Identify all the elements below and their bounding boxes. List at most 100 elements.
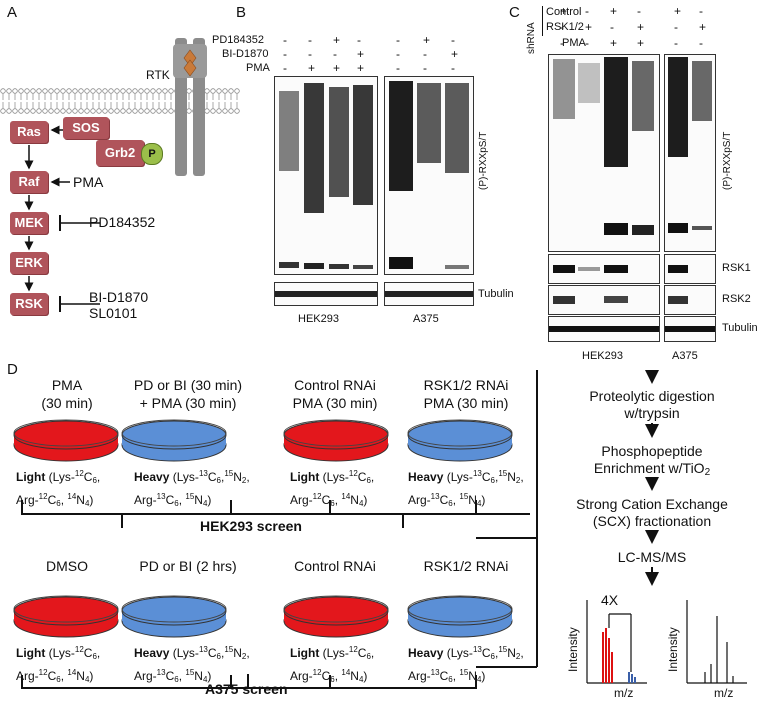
c-hek-rsk1-bands <box>553 265 628 273</box>
mek-node: MEK <box>10 212 48 234</box>
b-hek-label: HEK293 <box>298 313 339 325</box>
step-digestion: Proteolytic digestion w/trypsin <box>570 388 734 422</box>
c-a375-sign-r0-c0: + <box>674 4 682 18</box>
c-a375-sign-r1-c0: - <box>674 20 678 34</box>
d-bot-dish-4 <box>407 595 513 638</box>
d-top-title-1: PMA (30 min) <box>22 376 112 412</box>
c-hek-label: HEK293 <box>582 350 623 362</box>
d-top-label-3-tag: Light <box>290 470 320 484</box>
d-bot-title-4: RSK1/2 RNAi <box>423 558 509 574</box>
b-a375-sign-r1-c1: - <box>423 47 427 61</box>
b-a375-sign-r0-c0: - <box>396 33 400 47</box>
d-top-label-4: Heavy (Lys-13C6,15N2, Arg-13C6, 15N4) <box>408 469 524 508</box>
c-hek-sign-r2-c1: - <box>585 36 589 50</box>
d-top-label-2: Heavy (Lys-13C6,15N2, Arg-13C6, 15N4) <box>134 469 250 508</box>
sl0101-label: SL0101 <box>89 305 138 321</box>
step-scx: Strong Cation Exchange (SCX) fractionati… <box>558 496 746 530</box>
step-digestion-b: w/trypsin <box>624 405 680 421</box>
rsk-node: RSK <box>10 293 48 315</box>
erk-node: ERK <box>10 252 48 274</box>
panel-a-label: A <box>7 4 18 21</box>
b-row-bi: BI-D1870 <box>222 48 269 60</box>
pd184352-label: PD184352 <box>89 214 156 230</box>
d-top-title-3: Control RNAi PMA (30 min) <box>280 376 390 412</box>
d-top-title-4-b: PMA (30 min) <box>423 395 509 411</box>
d-bot-label-3: Light (Lys-12C6, Arg-12C6, 14N4) <box>290 645 375 684</box>
d-top-label-1-tag: Light <box>16 470 46 484</box>
c-hek-sign-r1-c3: + <box>637 20 645 34</box>
ms-ylabel-2: Intensity <box>666 627 680 672</box>
c-a375-rsk1-bands <box>668 265 688 273</box>
c-hek-tubulin <box>548 316 660 342</box>
b-hek-sign-r2-c0: - <box>283 61 287 75</box>
b-row-pma: PMA <box>246 62 270 74</box>
d-bot-title-2: PD or BI (2 hrs) <box>139 558 237 574</box>
c-hek-rsk1 <box>548 254 660 284</box>
step-enrichment-a: Phosphopeptide <box>601 443 703 459</box>
pma-label: PMA <box>73 174 104 190</box>
d-bot-label-4: Heavy (Lys-13C6,15N2, Arg-13C6, 15N4) <box>408 645 524 684</box>
b-hek-pblot <box>274 76 378 275</box>
ras-node: Ras <box>10 121 48 143</box>
d-top-title-1-b: (30 min) <box>41 395 93 411</box>
c-a375-rsk2 <box>664 285 716 315</box>
c-a375-tubulin <box>664 316 716 342</box>
d-bot-label-2: Heavy (Lys-13C6,15N2, Arg-13C6, 15N4) <box>134 645 250 684</box>
c-shrna-bracket <box>542 6 543 36</box>
c-row-rsk: RSK1/2 <box>546 21 584 33</box>
c-a375-sign-r2-c0: - <box>674 36 678 50</box>
b-a375-sign-r0-c2: - <box>451 33 455 47</box>
b-a375-sign-r0-c1: + <box>423 33 431 47</box>
b-a375-sign-r2-c2: - <box>451 61 455 75</box>
d-top-dish-4 <box>407 419 513 462</box>
c-hek-sign-r0-c0: + <box>560 4 568 18</box>
d-top-title-4: RSK1/2 RNAi PMA (30 min) <box>410 376 522 412</box>
b-a375-pblot <box>384 76 474 275</box>
d-top-title-4-a: RSK1/2 RNAi <box>423 377 509 393</box>
b-hek-sign-r1-c3: + <box>357 47 365 61</box>
c-a375-pblot <box>664 54 716 252</box>
c-hek-sign-r1-c0: - <box>560 20 564 34</box>
b-hek-sign-r0-c2: + <box>333 33 341 47</box>
b-hek-tubulin <box>274 282 378 306</box>
c-rsk2-label: RSK2 <box>722 293 751 305</box>
d-top-dish-2 <box>121 419 227 462</box>
step-digestion-a: Proteolytic digestion <box>589 388 715 404</box>
b-row-pd: PD184352 <box>212 34 264 46</box>
c-hek-rsk2 <box>548 285 660 315</box>
c-hek-sign-r0-c1: - <box>585 4 589 18</box>
ms-spectra <box>586 600 747 684</box>
rtk-label: RTK <box>146 68 170 82</box>
d-brackets <box>21 370 659 689</box>
d-bot-dish-3 <box>283 595 389 638</box>
c-hek-bands <box>553 57 654 235</box>
d-bot-dish-1 <box>13 595 119 638</box>
phospho-circle: P <box>141 143 163 165</box>
b-hek-sign-r2-c3: + <box>357 61 365 75</box>
c-hek-sign-r0-c2: + <box>610 4 618 18</box>
step-lcms: LC-MS/MS <box>617 549 687 565</box>
step-scx-a: Strong Cation Exchange <box>576 496 728 512</box>
ms-ylabel-1: Intensity <box>566 627 580 672</box>
d-top-label-4-tag: Heavy <box>408 470 444 484</box>
c-rsk1-label: RSK1 <box>722 262 751 274</box>
d-top-dish-3 <box>283 419 389 462</box>
c-hek-sign-r2-c3: + <box>637 36 645 50</box>
d-bot-dish-2 <box>121 595 227 638</box>
d-bot-label-4-tag: Heavy <box>408 646 444 660</box>
d-bot-title-1: DMSO <box>46 558 88 574</box>
d-top-label-1: Light (Lys-12C6, Arg-12C6, 14N4) <box>16 469 101 508</box>
c-tubulin-label: Tubulin <box>722 322 758 334</box>
c-hek-rsk2-bands <box>553 296 628 304</box>
c-a375-sign-r1-c1: + <box>699 20 707 34</box>
b-a375-tubulin <box>384 282 474 306</box>
d-bot-label-2-tag: Heavy <box>134 646 170 660</box>
d-bot-label-1: Light (Lys-12C6, Arg-12C6, 14N4) <box>16 645 101 684</box>
d-top-label-2-tag: Heavy <box>134 470 170 484</box>
b-a375-bands <box>389 81 469 269</box>
b-tubulin-label: Tubulin <box>478 288 514 300</box>
c-antibody-label: (P)-RXXpS/T <box>722 131 733 190</box>
b-hek-sign-r0-c3: - <box>357 33 361 47</box>
step-scx-b: (SCX) fractionation <box>592 513 712 529</box>
